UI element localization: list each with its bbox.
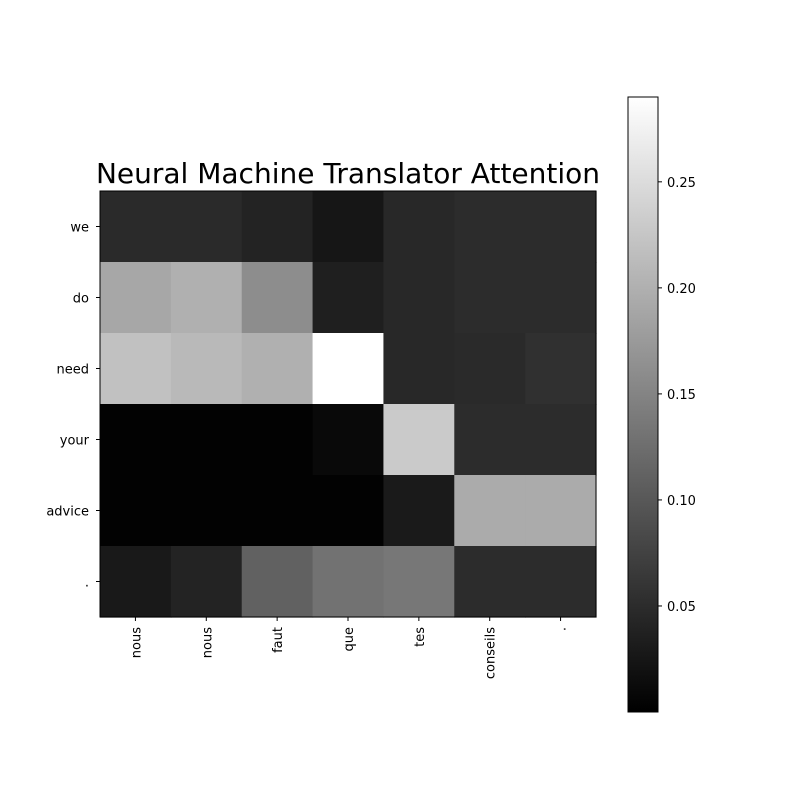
x-tick-label: nous <box>129 627 144 658</box>
heatmap-cell <box>100 262 172 334</box>
y-axis: we do need your advice. <box>46 221 100 591</box>
heatmap-cell <box>100 333 172 405</box>
heatmap-cell <box>312 191 385 263</box>
y-tick-label: we <box>70 221 89 236</box>
heatmap-cell <box>241 475 314 547</box>
heatmap-cell <box>383 333 455 405</box>
x-tick-label: faut <box>271 627 286 653</box>
heatmap-cell <box>454 262 526 334</box>
x-tick-label: nous <box>200 627 215 658</box>
x-axis: nous nous faut que tes conseils. <box>129 617 570 679</box>
heatmap-cell <box>383 404 455 476</box>
heatmap-cell <box>454 333 526 405</box>
x-tick-label: conseils <box>484 627 499 679</box>
heatmap-cells <box>100 191 597 618</box>
heatmap-cell <box>525 546 597 618</box>
y-tick-label: your <box>60 434 90 449</box>
x-tick-label: . <box>555 627 570 631</box>
x-tick-label: tes <box>413 627 428 647</box>
heatmap-cell <box>100 191 172 263</box>
heatmap-cell <box>170 546 243 618</box>
heatmap-cell <box>454 475 526 547</box>
colorbar <box>627 96 659 713</box>
heatmap-cell <box>170 404 243 476</box>
heatmap-cell <box>525 475 597 547</box>
y-tick-label: advice <box>46 505 89 520</box>
y-tick-label: . <box>85 576 89 591</box>
colorbar-tick-label: 0.25 <box>667 176 696 191</box>
heatmap-cell <box>383 475 455 547</box>
colorbar-tick-label: 0.20 <box>667 282 696 297</box>
heatmap-cell <box>454 546 526 618</box>
heatmap-cell <box>312 262 385 334</box>
heatmap-cell <box>312 333 385 405</box>
colorbar-tick-label: 0.05 <box>667 600 696 615</box>
y-tick-label: need <box>57 363 90 378</box>
heatmap-cell <box>170 262 243 334</box>
heatmap-cell <box>170 191 243 263</box>
heatmap-cell <box>170 333 243 405</box>
colorbar-tick-label: 0.15 <box>667 388 696 403</box>
heatmap-cell <box>525 404 597 476</box>
chart-title: Neural Machine Translator Attention <box>96 157 600 190</box>
heatmap-cell <box>241 262 314 334</box>
colorbar-tick-label: 0.10 <box>667 494 696 509</box>
heatmap-cell <box>312 546 385 618</box>
heatmap-cell <box>241 333 314 405</box>
heatmap-cell <box>454 191 526 263</box>
heatmap-cell <box>100 404 172 476</box>
heatmap-cell <box>241 404 314 476</box>
heatmap-cell <box>241 546 314 618</box>
heatmap-cell <box>383 262 455 334</box>
heatmap-cell <box>312 404 385 476</box>
y-tick-label: do <box>73 292 89 307</box>
heatmap-cell <box>170 475 243 547</box>
heatmap-cell <box>100 546 172 618</box>
heatmap-cell <box>241 191 314 263</box>
heatmap-cell <box>100 475 172 547</box>
heatmap-cell <box>525 191 597 263</box>
x-tick-label: que <box>342 627 357 652</box>
colorbar-axis: 0.05 0.10 0.15 0.20 0.25 <box>658 176 696 615</box>
heatmap-cell <box>525 333 597 405</box>
heatmap-cell <box>454 404 526 476</box>
heatmap-cell <box>383 191 455 263</box>
heatmap-cell <box>312 475 385 547</box>
heatmap-cell <box>525 262 597 334</box>
heatmap-cell <box>383 546 455 618</box>
